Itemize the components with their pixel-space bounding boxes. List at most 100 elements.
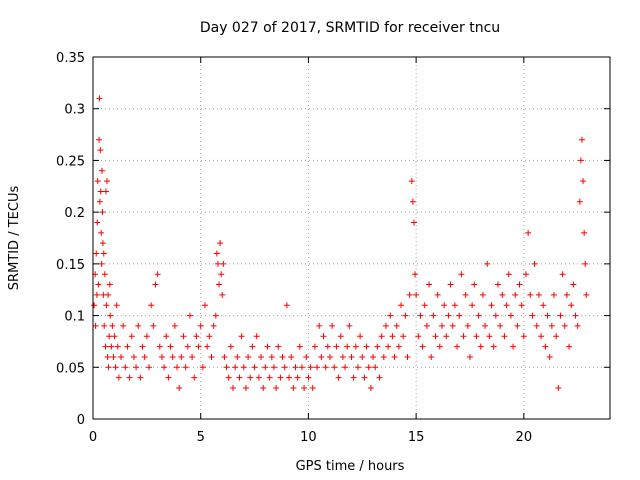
- data-point: [354, 364, 361, 371]
- data-point: [93, 250, 100, 257]
- data-point: [525, 229, 532, 236]
- data-point: [449, 322, 456, 329]
- data-point: [307, 364, 314, 371]
- data-point: [529, 312, 536, 319]
- data-point: [249, 343, 256, 350]
- data-point: [419, 343, 426, 350]
- data-point: [518, 302, 525, 309]
- data-point: [264, 343, 271, 350]
- plot-frame: [92, 56, 611, 420]
- data-point: [398, 302, 405, 309]
- data-point: [91, 302, 98, 309]
- data-point: [174, 364, 181, 371]
- data-point: [128, 333, 135, 340]
- x-tick-label: 20: [516, 430, 533, 445]
- data-point: [423, 322, 430, 329]
- data-point: [522, 271, 529, 278]
- data-point: [421, 302, 428, 309]
- data-point: [275, 343, 282, 350]
- data-point: [161, 364, 168, 371]
- data-point: [473, 333, 480, 340]
- x-tick-label: 15: [408, 430, 425, 445]
- data-point: [494, 281, 501, 288]
- data-point: [415, 333, 422, 340]
- data-point: [333, 343, 340, 350]
- data-point: [98, 260, 105, 267]
- data-point: [492, 312, 499, 319]
- data-point: [469, 302, 476, 309]
- data-point: [505, 271, 512, 278]
- data-point: [225, 374, 232, 381]
- data-point: [303, 353, 310, 360]
- data-point: [460, 333, 467, 340]
- data-point: [507, 312, 514, 319]
- data-point: [294, 374, 301, 381]
- data-point: [378, 333, 385, 340]
- data-point: [320, 333, 327, 340]
- data-point: [512, 291, 519, 298]
- y-tick-label: 0.15: [56, 258, 85, 273]
- y-tick-label: 0: [77, 413, 85, 428]
- data-point: [434, 291, 441, 298]
- data-point: [210, 322, 217, 329]
- data-point: [391, 353, 398, 360]
- data-point: [253, 333, 260, 340]
- data-point: [273, 384, 280, 391]
- data-point: [223, 364, 230, 371]
- data-point: [548, 322, 555, 329]
- data-point: [150, 322, 157, 329]
- data-point: [406, 291, 413, 298]
- data-point: [466, 353, 473, 360]
- data-point: [165, 374, 172, 381]
- data-point: [245, 353, 252, 360]
- data-point: [482, 322, 489, 329]
- data-point: [566, 343, 573, 350]
- data-point: [314, 364, 321, 371]
- data-point: [570, 281, 577, 288]
- data-point: [510, 343, 517, 350]
- data-point: [298, 364, 305, 371]
- data-point: [322, 364, 329, 371]
- data-point: [262, 364, 269, 371]
- data-point: [542, 343, 549, 350]
- data-point: [230, 384, 237, 391]
- data-point: [218, 271, 225, 278]
- data-point: [247, 374, 254, 381]
- data-point: [486, 333, 493, 340]
- data-point: [99, 209, 106, 216]
- data-point: [193, 333, 200, 340]
- data-point: [535, 291, 542, 298]
- data-point: [103, 302, 110, 309]
- data-point: [118, 353, 125, 360]
- y-tick-label: 0.1: [64, 310, 85, 325]
- data-point: [105, 291, 112, 298]
- data-point: [417, 312, 424, 319]
- data-point: [301, 384, 308, 391]
- data-point: [217, 240, 224, 247]
- data-point: [96, 136, 103, 143]
- data-point: [130, 353, 137, 360]
- data-point: [114, 343, 121, 350]
- data-point: [95, 281, 102, 288]
- data-point: [96, 198, 103, 205]
- data-point: [234, 353, 241, 360]
- ticks: 0 0.05 0.1 0.15 0.2 0.25 0.3 0.35 0 5 10 15 20: [56, 51, 610, 445]
- data-point: [376, 374, 383, 381]
- data-point: [389, 333, 396, 340]
- data-point: [445, 312, 452, 319]
- y-tick-label: 0.2: [64, 206, 85, 221]
- data-point: [197, 322, 204, 329]
- data-point: [546, 353, 553, 360]
- data-point: [292, 364, 299, 371]
- data-point: [533, 322, 540, 329]
- data-point: [553, 333, 560, 340]
- data-point: [156, 343, 163, 350]
- data-point: [357, 333, 364, 340]
- data-point: [497, 322, 504, 329]
- data-point: [451, 302, 458, 309]
- data-point: [380, 353, 387, 360]
- data-point: [428, 353, 435, 360]
- data-point: [352, 343, 359, 350]
- data-point: [361, 374, 368, 381]
- data-point: [359, 353, 366, 360]
